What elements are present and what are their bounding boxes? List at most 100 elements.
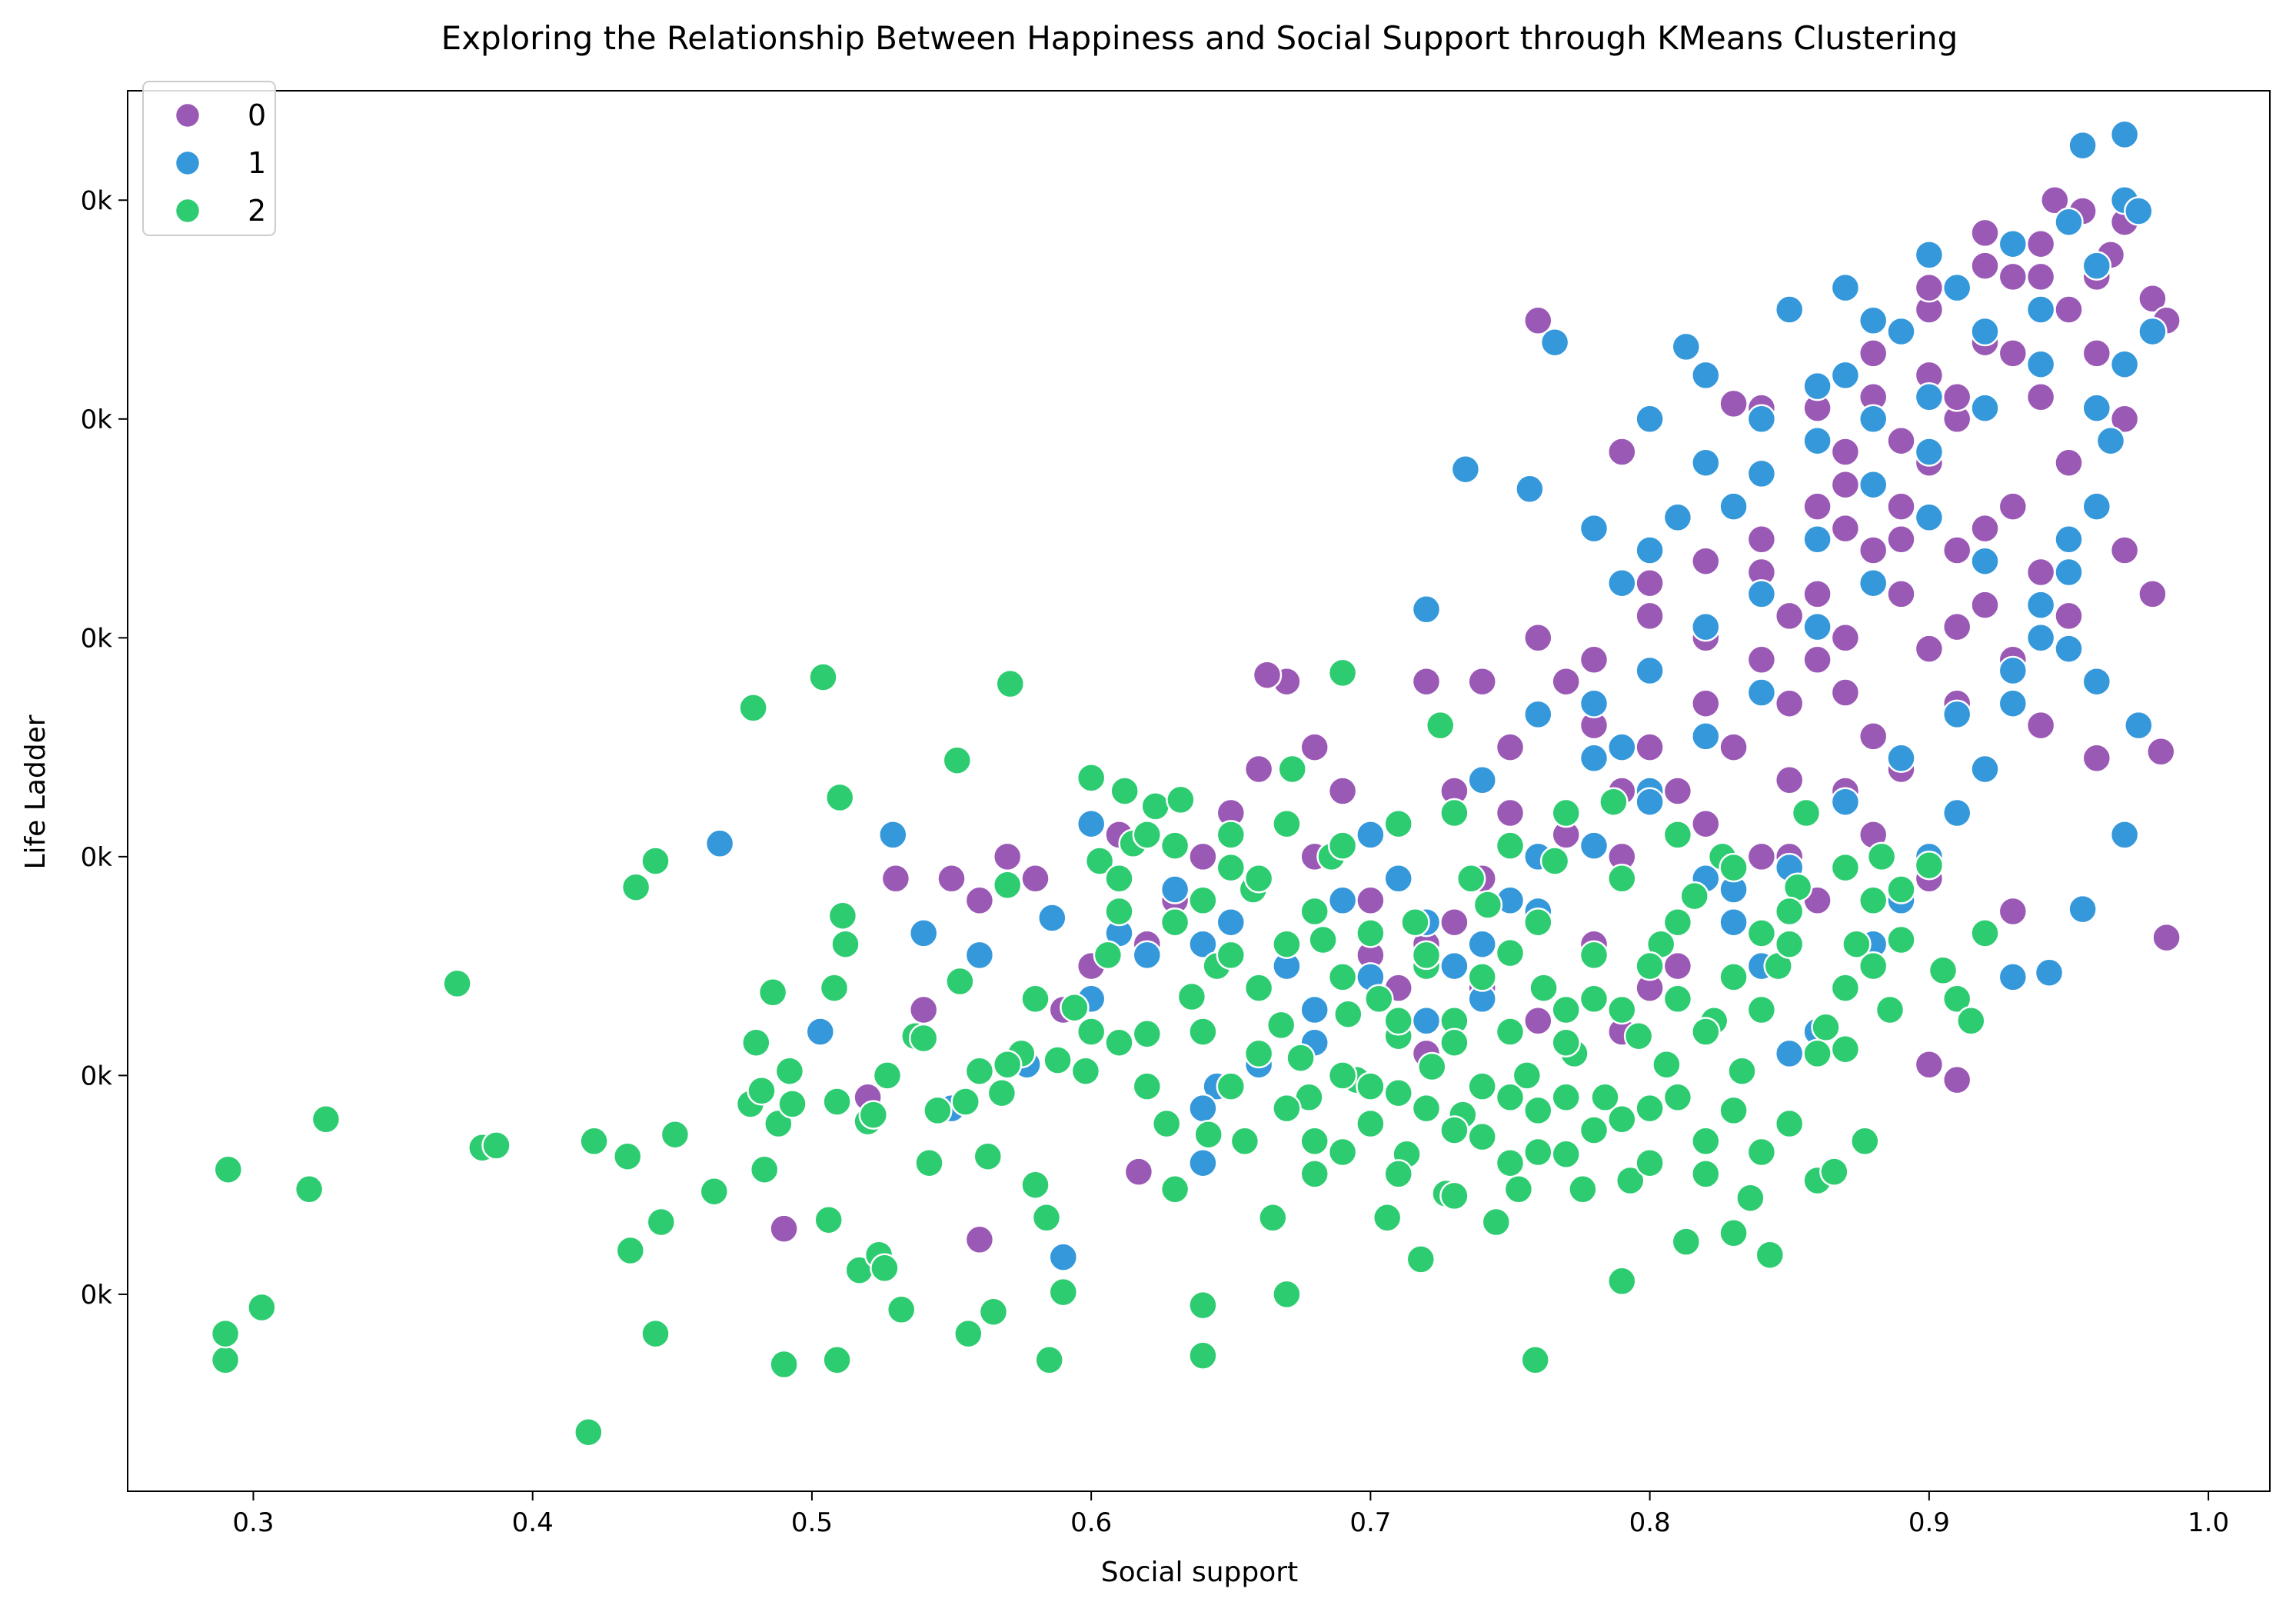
x-tick-label: 0.5 bbox=[791, 1507, 833, 1538]
data-point bbox=[1523, 305, 1553, 336]
data-point bbox=[1802, 611, 1832, 642]
data-point bbox=[2054, 525, 2084, 555]
data-point bbox=[1176, 981, 1207, 1012]
data-point bbox=[2040, 185, 2070, 215]
data-point bbox=[1411, 940, 1442, 971]
data-point bbox=[1850, 1126, 1880, 1157]
data-point bbox=[1623, 1021, 1654, 1051]
data-point bbox=[1356, 885, 1386, 916]
data-point bbox=[819, 973, 850, 1003]
data-point bbox=[1356, 1108, 1386, 1139]
data-point bbox=[247, 1292, 277, 1323]
data-point bbox=[1579, 644, 1609, 675]
data-point bbox=[777, 1089, 807, 1119]
data-point bbox=[1166, 784, 1196, 815]
data-point bbox=[2025, 261, 2056, 292]
data-point bbox=[1774, 896, 1805, 927]
data-point bbox=[1400, 907, 1430, 938]
data-point bbox=[1886, 579, 1916, 609]
data-point bbox=[704, 828, 735, 859]
data-point bbox=[1356, 1071, 1386, 1101]
data-point bbox=[1830, 360, 1861, 391]
data-point bbox=[1252, 660, 1283, 690]
data-point bbox=[992, 841, 1023, 872]
data-point bbox=[1327, 658, 1358, 688]
data-point bbox=[2054, 295, 2084, 325]
data-point bbox=[1802, 644, 1832, 675]
data-point bbox=[660, 1119, 690, 1150]
data-point bbox=[1727, 1056, 1757, 1086]
data-point bbox=[1914, 240, 1945, 270]
data-point bbox=[574, 1417, 604, 1447]
data-point bbox=[1942, 535, 1972, 565]
data-point bbox=[1746, 644, 1777, 675]
data-point bbox=[1160, 831, 1190, 861]
data-point bbox=[1495, 1017, 1526, 1047]
data-point bbox=[1691, 611, 1721, 642]
legend-label: 1 bbox=[248, 146, 266, 180]
data-point bbox=[2025, 228, 2056, 259]
data-point bbox=[2034, 958, 2065, 988]
points-layer bbox=[210, 119, 2181, 1447]
data-point bbox=[1327, 1137, 1358, 1167]
data-point bbox=[1671, 331, 1702, 362]
data-point bbox=[1277, 754, 1307, 784]
x-tick-label: 0.4 bbox=[512, 1507, 554, 1538]
data-point bbox=[1691, 448, 1721, 478]
data-point bbox=[1411, 1006, 1442, 1036]
data-point bbox=[1467, 929, 1497, 959]
data-point bbox=[2124, 710, 2154, 741]
data-point bbox=[1523, 1095, 1553, 1126]
data-point bbox=[1830, 787, 1861, 817]
data-point bbox=[1830, 469, 1861, 500]
data-point bbox=[878, 820, 908, 850]
data-point bbox=[978, 1297, 1009, 1327]
data-point bbox=[1503, 1174, 1534, 1204]
data-point bbox=[1084, 846, 1115, 876]
data-point bbox=[908, 918, 939, 948]
data-point bbox=[1425, 710, 1456, 741]
data-point bbox=[1858, 404, 1888, 435]
data-point bbox=[1998, 896, 2028, 927]
data-point bbox=[822, 1087, 852, 1117]
data-point bbox=[1746, 678, 1777, 708]
data-point bbox=[1512, 1061, 1542, 1091]
data-point bbox=[1942, 272, 1972, 303]
data-point bbox=[1299, 1126, 1329, 1157]
data-point bbox=[1467, 962, 1497, 992]
data-point bbox=[747, 1076, 777, 1106]
data-point bbox=[1327, 831, 1358, 861]
data-point bbox=[1523, 1006, 1553, 1036]
data-point bbox=[1746, 994, 1777, 1025]
data-point bbox=[1774, 1038, 1805, 1069]
data-point bbox=[923, 1095, 953, 1126]
data-point bbox=[1327, 885, 1358, 916]
data-point bbox=[2054, 207, 2084, 237]
data-point bbox=[769, 1214, 799, 1244]
data-point bbox=[1691, 1017, 1721, 1047]
data-point bbox=[1719, 907, 1749, 938]
data-point bbox=[1970, 316, 2000, 347]
data-point bbox=[1691, 546, 1721, 576]
data-point bbox=[987, 1077, 1017, 1108]
data-point bbox=[1104, 864, 1134, 894]
data-point bbox=[822, 1345, 852, 1375]
data-point bbox=[774, 1056, 805, 1086]
data-point bbox=[1942, 1064, 1972, 1095]
data-point bbox=[1439, 1027, 1469, 1057]
data-point bbox=[964, 1056, 995, 1086]
data-point bbox=[1735, 1183, 1765, 1213]
data-point bbox=[1243, 754, 1274, 784]
data-point bbox=[1858, 469, 1888, 500]
data-point bbox=[1671, 1227, 1702, 1257]
data-point bbox=[1998, 338, 2028, 368]
data-point bbox=[2109, 404, 2140, 435]
y-axis: 0k 0k 0k 0k 0k 0k bbox=[81, 185, 128, 1311]
data-point bbox=[1333, 999, 1363, 1029]
data-point bbox=[1216, 907, 1246, 938]
data-point bbox=[1635, 568, 1665, 598]
data-point bbox=[1188, 1147, 1218, 1178]
data-point bbox=[1970, 918, 2000, 948]
y-tick-label: 0k bbox=[81, 405, 113, 435]
data-point bbox=[1662, 984, 1693, 1014]
